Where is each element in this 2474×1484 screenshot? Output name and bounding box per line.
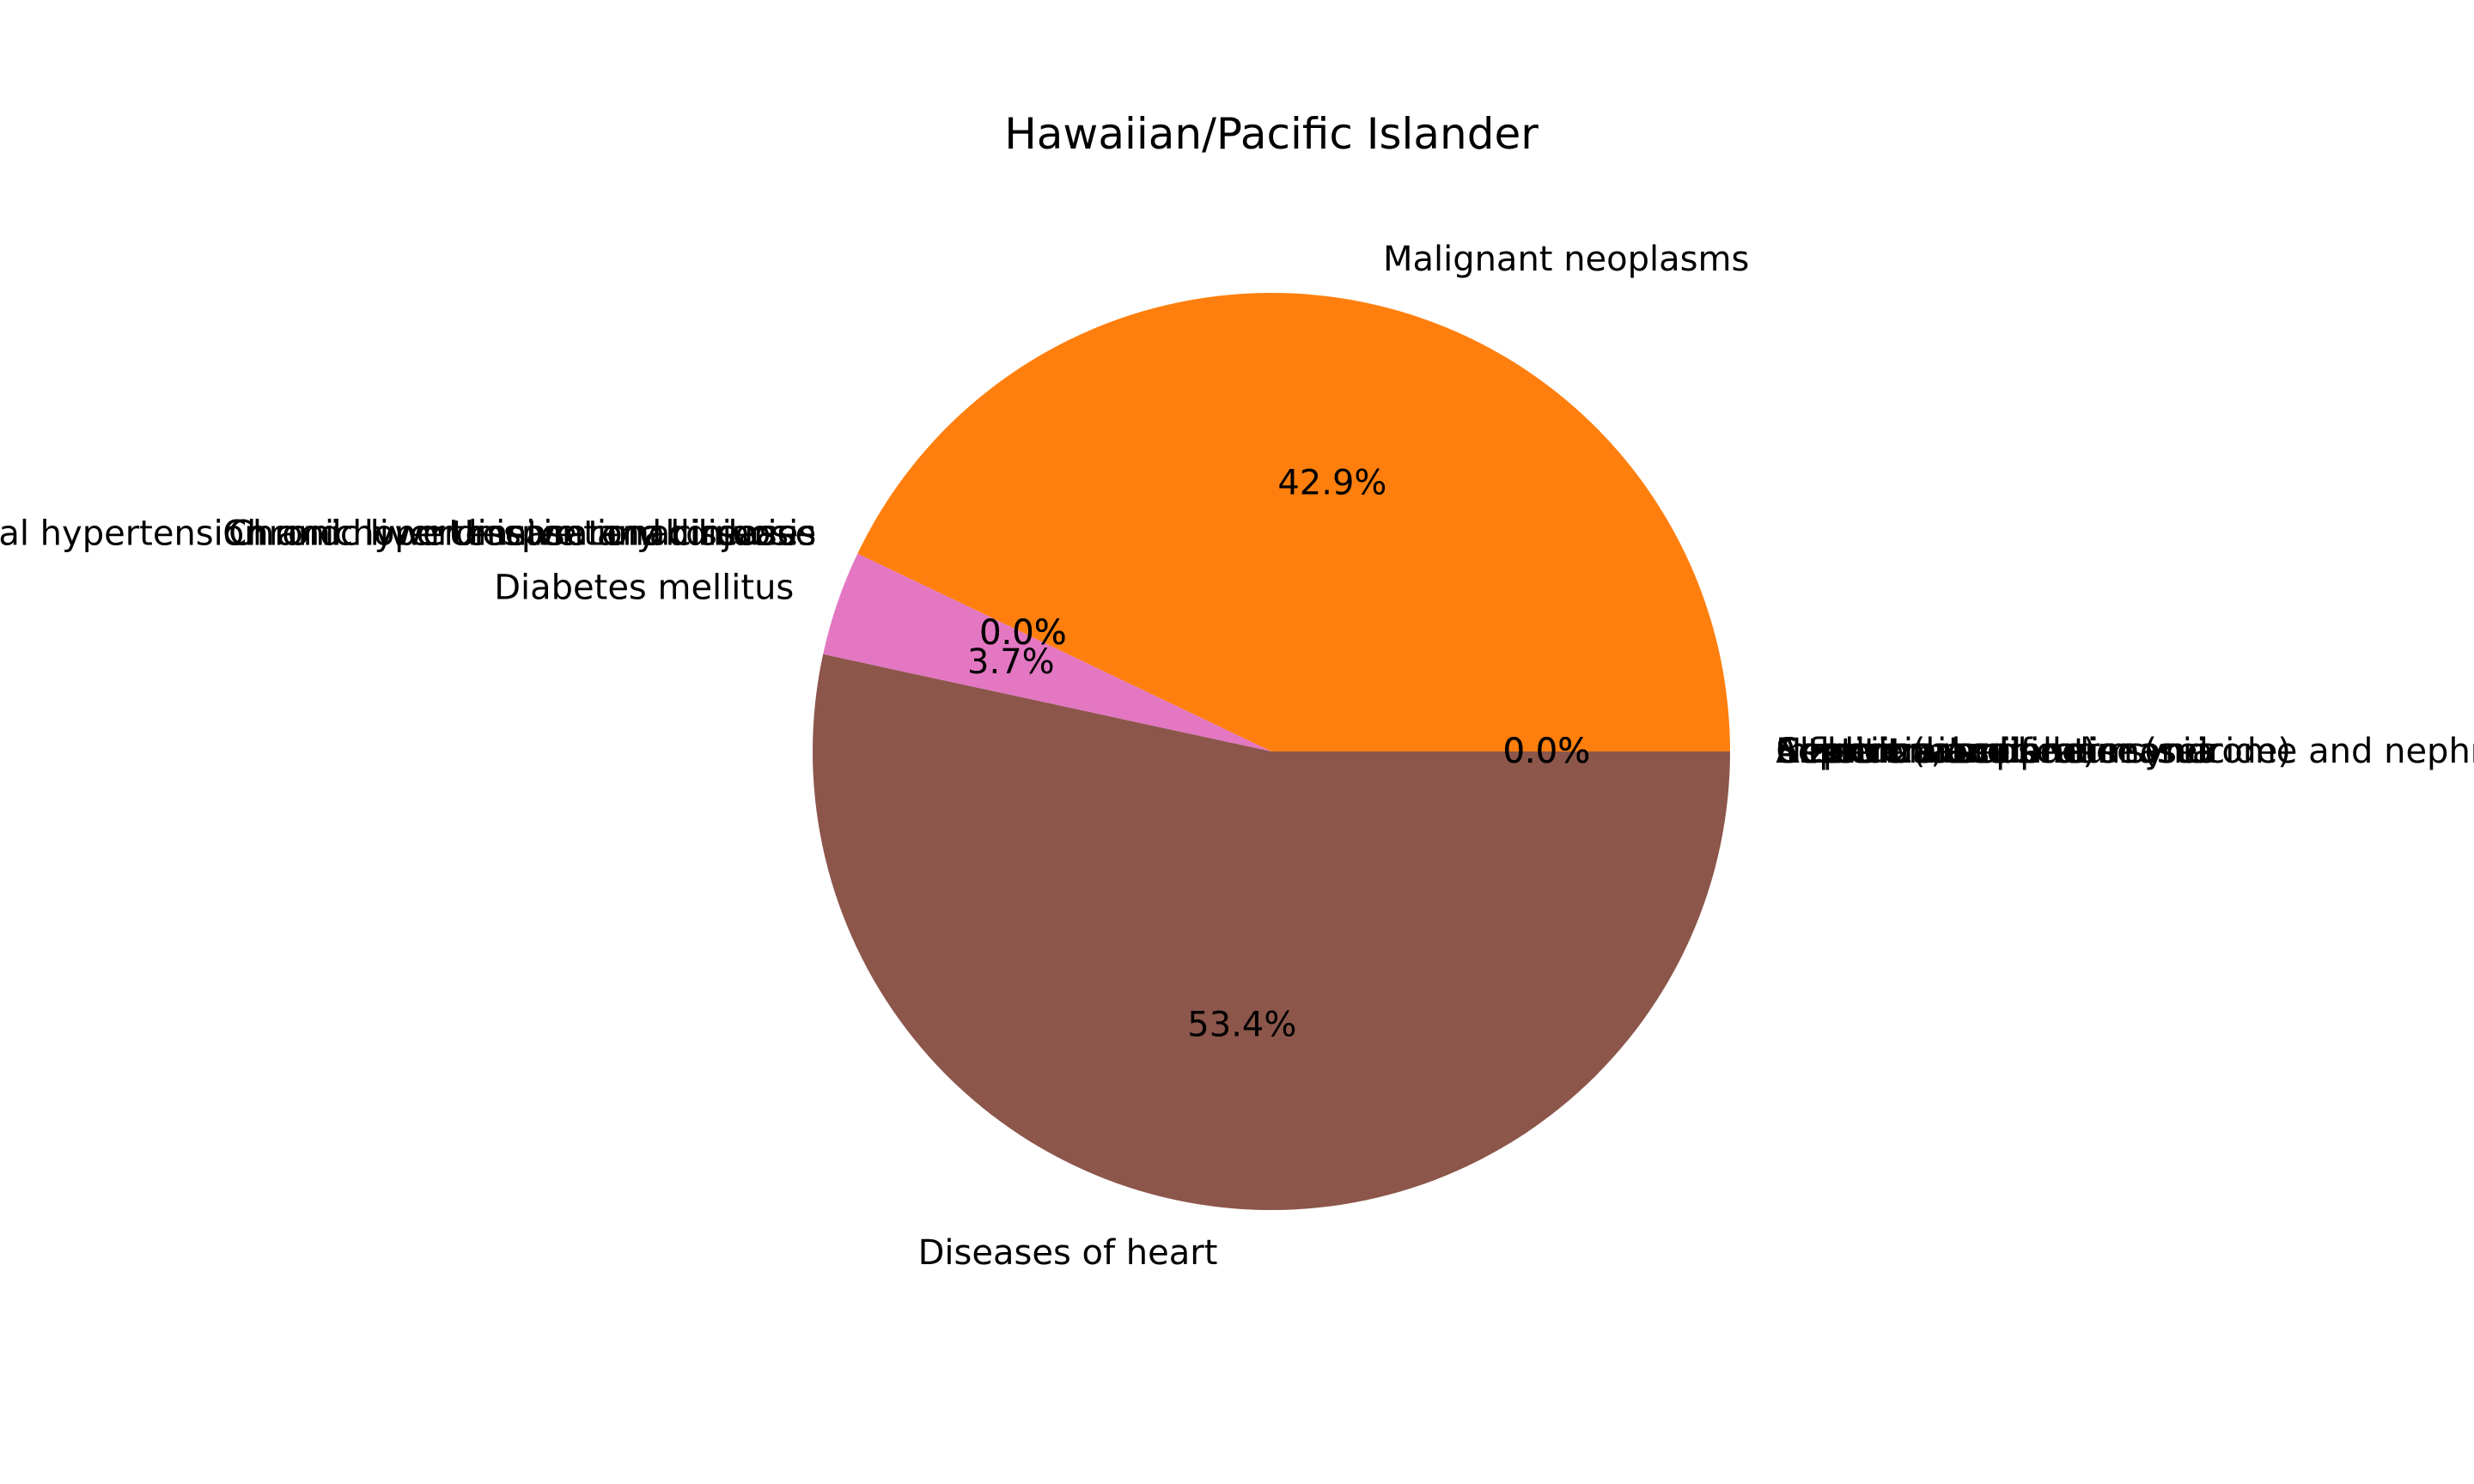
slice-percent-label: 53.4% [1187, 1006, 1296, 1045]
slice-label: Diseases of heart [918, 1233, 1218, 1273]
slice-label: Nephritis, nephrotic syndrome and nephro… [1776, 732, 2474, 771]
slice-label: Cerebrovascular diseases [1776, 732, 2215, 771]
slice-label: Chronic liver disease and cirrhosis [229, 514, 816, 554]
slice-percent-label: 0.0% [979, 613, 1067, 653]
pie-slice [823, 553, 1271, 751]
slice-percent-label: 0.0% [1503, 732, 1591, 771]
slice-label: Unintentional injuries [448, 514, 816, 554]
slice-percent-label: 0.0% [1503, 732, 1591, 771]
slice-percent-label: 0.0% [1503, 732, 1591, 771]
pie-slice [813, 654, 1730, 1210]
slice-percent-label: 0.0% [1503, 732, 1591, 771]
slice-label: Intentional self-harm (suicide) [1776, 732, 2291, 771]
slice-label: Essential hypertension and hypertensive … [0, 514, 816, 554]
slice-label: Septicemia [1776, 732, 1967, 771]
slice-label: Influenza and pneumonia [1776, 732, 2213, 771]
slice-label: Alzheimer's disease [1776, 732, 2117, 771]
slice-percent-label: 0.0% [979, 613, 1067, 653]
slice-percent-label: 42.9% [1277, 464, 1386, 503]
slice-percent-label: 0.0% [979, 613, 1067, 653]
slice-percent-label: 3.7% [967, 642, 1055, 682]
pie-slices [813, 292, 1730, 1210]
slice-label: Assault (homicide) [1776, 732, 2096, 771]
slice-percent-label: 0.0% [1503, 732, 1591, 771]
pie-slice [857, 292, 1730, 751]
slice-label: Chronic lower respiratory diseases [222, 514, 816, 554]
pie-outer-labels: Malignant neoplasms Unintentional injurie… [0, 240, 2474, 1273]
pie-percent-labels: 42.9%0.0%0.0%0.0%0.0%3.7%53.4%0.0%0.0%0.… [967, 464, 1590, 1045]
chart-title: Hawaiian/Pacific Islander [1004, 109, 1539, 159]
slice-label: Diabetes mellitus [494, 569, 794, 608]
slice-percent-label: 0.0% [1503, 732, 1591, 771]
slice-percent-label: 0.0% [979, 613, 1067, 653]
slice-label: Malignant neoplasms [1383, 240, 1749, 279]
slice-percent-label: 0.0% [1503, 732, 1591, 771]
